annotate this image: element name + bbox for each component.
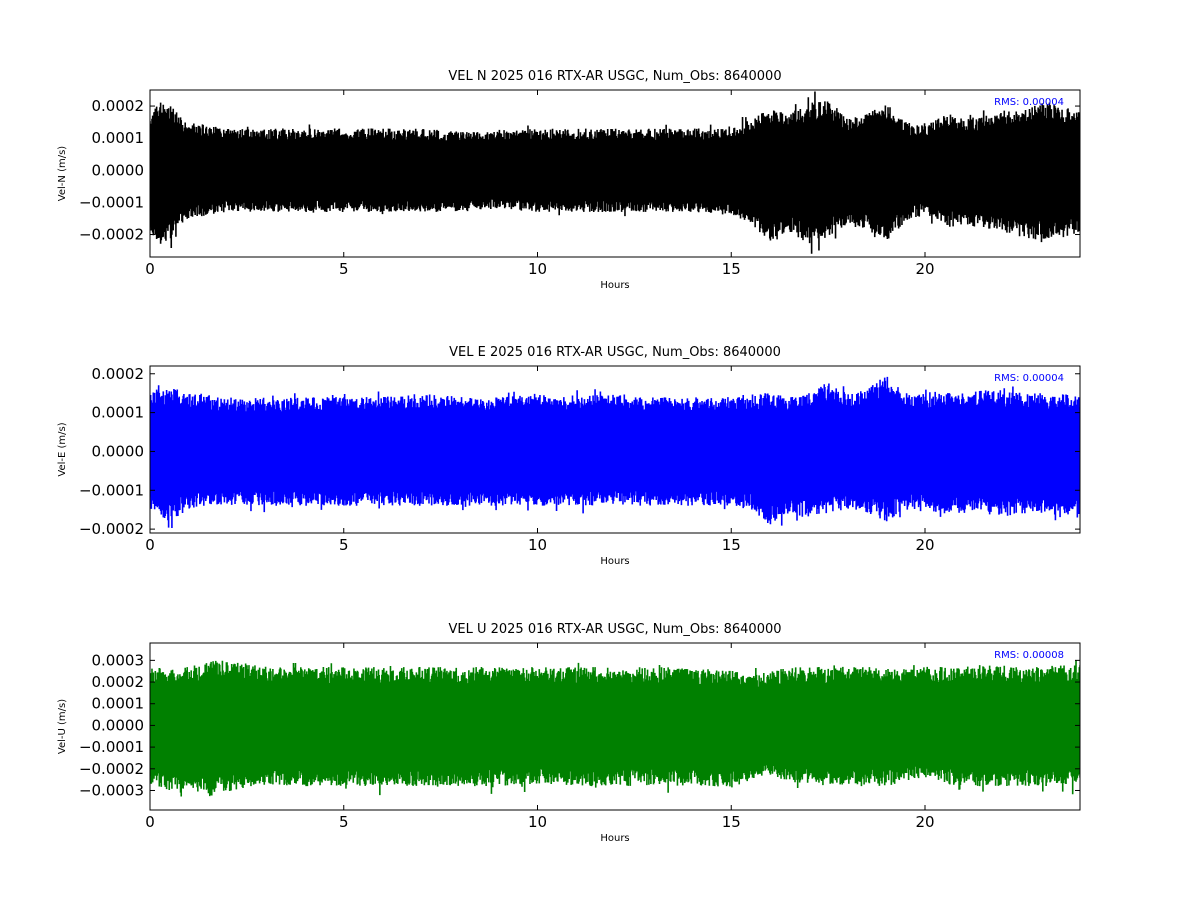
y-tick-label: 0.0002 — [92, 97, 145, 115]
chart-panel-north: VEL N 2025 016 RTX-AR USGC, Num_Obs: 864… — [57, 69, 1081, 291]
chart-panel-up: VEL U 2025 016 RTX-AR USGC, Num_Obs: 864… — [57, 622, 1081, 844]
y-tick-label: −0.0001 — [79, 738, 144, 756]
plot-frame — [149, 365, 1081, 534]
chart-panel-east: VEL E 2025 016 RTX-AR USGC, Num_Obs: 864… — [57, 345, 1081, 567]
x-tick-label: 5 — [339, 813, 349, 831]
chart-title: VEL U 2025 016 RTX-AR USGC, Num_Obs: 864… — [448, 622, 781, 637]
y-tick-label: 0.0003 — [92, 651, 145, 669]
y-tick-label: −0.0003 — [79, 781, 144, 799]
x-tick-label: 20 — [915, 260, 934, 278]
x-tick-label: 20 — [915, 536, 934, 554]
x-tick-label: 0 — [145, 260, 155, 278]
y-tick-label: 0.0002 — [92, 365, 145, 383]
chart-title: VEL N 2025 016 RTX-AR USGC, Num_Obs: 864… — [448, 69, 781, 84]
x-tick-label: 15 — [722, 813, 741, 831]
x-tick-label: 15 — [722, 536, 741, 554]
y-tick-label: −0.0001 — [79, 481, 144, 499]
x-tick-label: 10 — [528, 260, 547, 278]
y-tick-label: −0.0001 — [79, 193, 144, 211]
x-axis-label: Hours — [600, 280, 629, 291]
y-tick-label: −0.0002 — [79, 520, 144, 538]
y-axis-label: Vel-E (m/s) — [57, 422, 68, 476]
x-tick-label: 10 — [528, 536, 547, 554]
y-tick-label: 0.0002 — [92, 673, 145, 691]
y-axis-label: Vel-U (m/s) — [57, 699, 68, 754]
x-tick-label: 0 — [145, 536, 155, 554]
velocity-envelope-east — [150, 397, 1080, 504]
x-tick-label: 20 — [915, 813, 934, 831]
x-tick-label: 5 — [339, 536, 349, 554]
x-tick-label: 15 — [722, 260, 741, 278]
y-tick-label: 0.0000 — [92, 716, 145, 734]
chart-title: VEL E 2025 016 RTX-AR USGC, Num_Obs: 864… — [449, 345, 781, 360]
rms-annotation: RMS: 0.00004 — [994, 97, 1064, 108]
y-tick-label: 0.0001 — [92, 695, 145, 713]
rms-annotation: RMS: 0.00004 — [994, 373, 1064, 384]
x-axis-label: Hours — [600, 833, 629, 844]
plot-frame — [149, 89, 1081, 258]
x-tick-label: 5 — [339, 260, 349, 278]
plot-frame — [149, 642, 1081, 811]
y-axis-label: Vel-N (m/s) — [57, 146, 68, 201]
velocity-envelope-up — [150, 679, 1080, 776]
rms-annotation: RMS: 0.00008 — [994, 650, 1064, 661]
y-tick-label: −0.0002 — [79, 760, 144, 778]
y-tick-label: 0.0001 — [92, 404, 145, 422]
velocity-envelope-north — [150, 119, 1080, 222]
y-tick-label: 0.0000 — [92, 442, 145, 460]
x-axis-label: Hours — [600, 556, 629, 567]
y-tick-label: 0.0001 — [92, 129, 145, 147]
y-tick-label: −0.0002 — [79, 226, 144, 244]
x-tick-label: 0 — [145, 813, 155, 831]
x-tick-label: 10 — [528, 813, 547, 831]
y-tick-label: 0.0000 — [92, 161, 145, 179]
